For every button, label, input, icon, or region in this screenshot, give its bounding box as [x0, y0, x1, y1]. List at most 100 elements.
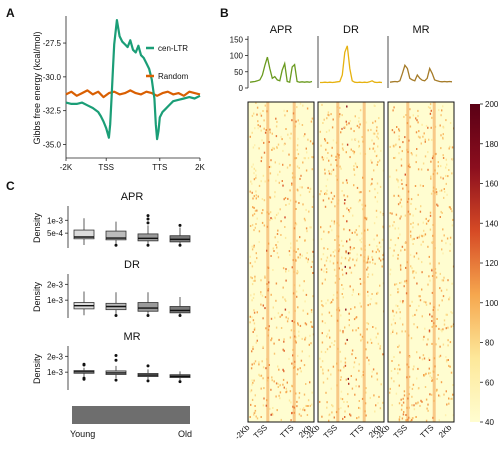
- heatmap-cell: [400, 281, 403, 284]
- heatmap-cell: [394, 244, 397, 247]
- heatmap-cell: [344, 416, 346, 418]
- heatmap-cell: [414, 185, 417, 187]
- heatmap-cell: [297, 153, 300, 156]
- heatmap-cell: [436, 193, 438, 196]
- heatmap-cell: [365, 218, 368, 221]
- heatmap-cell: [296, 106, 298, 109]
- heatmap-cell: [319, 400, 321, 403]
- heatmap-cell: [391, 212, 393, 215]
- heatmap-cell: [365, 348, 367, 351]
- heatmap-cell: [417, 109, 419, 112]
- heatmap-cell: [299, 236, 301, 239]
- heatmap-cell: [367, 261, 369, 264]
- heatmap-cell: [444, 190, 446, 193]
- heatmap-cell: [261, 212, 263, 215]
- heatmap-cell: [446, 359, 448, 362]
- heatmap-cell: [340, 390, 343, 393]
- heatmap-cell: [429, 393, 431, 396]
- heatmap-cell: [368, 363, 370, 366]
- heatmap-cell: [351, 231, 353, 234]
- heatmap-cell: [441, 248, 443, 251]
- heatmap-cell: [425, 303, 428, 306]
- heatmap-cell: [275, 326, 278, 329]
- heatmap-cell: [416, 351, 418, 354]
- heatmap-cell: [423, 234, 425, 237]
- heatmap-cell: [350, 375, 352, 377]
- heatmap-cell: [371, 139, 373, 142]
- heatmap-cell: [330, 373, 332, 376]
- heatmap-cell: [276, 120, 278, 123]
- heatmap-cell: [358, 145, 360, 148]
- heatmap-cell: [421, 235, 424, 238]
- heatmap-cell: [429, 262, 431, 265]
- heatmap-cell: [346, 143, 349, 146]
- heatmap-cell: [258, 361, 260, 364]
- heatmap-cell: [449, 249, 451, 252]
- heatmap-cell: [258, 147, 260, 150]
- heatmap-cell: [395, 283, 398, 286]
- box-mr-4: [169, 371, 191, 384]
- heatmap-cell: [254, 127, 256, 130]
- heatmap-cell: [277, 312, 280, 315]
- heatmap-cell: [253, 379, 255, 382]
- heatmap-cell: [359, 333, 362, 336]
- heatmap-cell: [438, 394, 440, 397]
- heatmap-cell: [287, 133, 289, 136]
- heatmap-cell: [285, 391, 287, 394]
- heatmap-cell: [304, 409, 306, 412]
- heatmap-cell: [348, 210, 351, 213]
- colorbar-tick-label: 40: [485, 418, 494, 427]
- heatmap-cell: [400, 198, 402, 201]
- heatmap-cell: [304, 157, 306, 160]
- heatmap-cell: [330, 314, 333, 317]
- heatmap-cell: [332, 118, 334, 121]
- heatmap-cell: [398, 344, 400, 347]
- heatmap-cell: [342, 287, 344, 290]
- heatmap-cell: [428, 367, 430, 370]
- heatmap-cell: [401, 183, 403, 185]
- heatmap-cell: [322, 381, 325, 384]
- heatmap-cell: [358, 117, 360, 119]
- heatmap-cell: [422, 162, 425, 165]
- heatmap-cell: [348, 122, 350, 125]
- heatmap-cell: [351, 349, 354, 352]
- heatmap-cell: [305, 383, 307, 385]
- heatmap-cell: [390, 377, 393, 380]
- heatmap-cell: [353, 184, 355, 187]
- heatmap-cell: [398, 308, 400, 310]
- heatmap-cell: [323, 230, 325, 233]
- heatmap-cell: [303, 393, 306, 396]
- heatmap-cell: [290, 401, 292, 404]
- box-dr-2: [105, 292, 127, 318]
- heatmap-cell: [250, 276, 252, 279]
- heatmap-cell: [445, 166, 447, 169]
- heatmap-cell: [344, 326, 346, 329]
- heatmap-cell: [427, 106, 430, 109]
- heatmap-cell: [365, 121, 368, 124]
- heatmap-cell: [393, 194, 395, 197]
- heatmap-cell: [312, 238, 315, 241]
- heatmap-cell: [287, 317, 289, 320]
- heatmap-cell: [389, 145, 391, 148]
- heatmap-cell: [397, 368, 399, 371]
- heatmap-cell: [401, 150, 403, 153]
- heatmap-cell: [327, 142, 330, 144]
- heatmap-cell: [291, 266, 293, 269]
- heatmap-cell: [256, 106, 259, 109]
- heatmap-cell: [359, 302, 361, 305]
- heatmap-cell: [442, 157, 445, 159]
- heatmap-cell: [328, 129, 330, 132]
- heatmap-cell: [431, 376, 433, 379]
- heatmap-cell: [370, 183, 372, 186]
- heatmap-cell: [382, 254, 384, 257]
- heatmap-cell: [296, 272, 298, 275]
- heatmap-cell: [429, 211, 432, 214]
- heatmap-cell: [371, 370, 373, 373]
- heatmap-cell: [288, 399, 291, 402]
- heatmap-cell: [251, 265, 254, 268]
- heatmap-cell: [400, 268, 402, 271]
- heatmap-cell: [330, 387, 332, 390]
- heatmap-cell: [445, 327, 447, 330]
- heatmap-cell: [374, 262, 376, 265]
- heatmap-cell: [327, 248, 329, 250]
